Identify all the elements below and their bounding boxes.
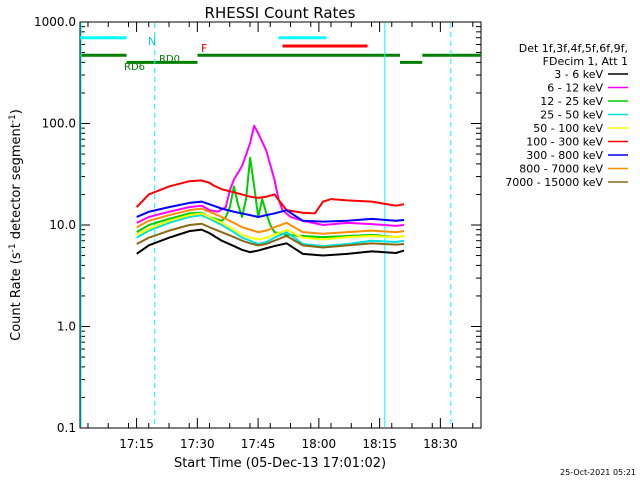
series-group (135, 124, 405, 257)
series-line (136, 124, 405, 227)
y-tick-label: 10.0 (49, 218, 76, 232)
legend-entry-label: 7000 - 15000 keV (505, 176, 603, 189)
footer-date: 25-Oct-2021 05:21 (560, 468, 636, 477)
annotation-rd6: RD6 (124, 62, 145, 73)
y-tick-label: 100.0 (42, 117, 76, 131)
x-tick-label: 17:30 (180, 437, 215, 451)
series-line (136, 222, 405, 249)
annotation-f: F (201, 42, 207, 55)
legend-entry-label: 25 - 50 keV (540, 109, 603, 122)
y-tick-label: 0.1 (57, 421, 76, 435)
series-line (136, 214, 405, 248)
series-line (136, 228, 405, 257)
annotation-n: N (148, 35, 156, 48)
segment-bars (80, 36, 481, 64)
y-tick-label: 1.0 (57, 320, 76, 334)
x-tick-label: 18:30 (423, 437, 458, 451)
chart-title: RHESSI Count Rates (205, 4, 356, 22)
legend-entry-label: 100 - 300 keV (526, 136, 603, 149)
legend-entry-label: 3 - 6 keV (554, 68, 603, 81)
legend-entry-label: 6 - 12 keV (547, 82, 603, 95)
legend-entry-label: 12 - 25 keV (540, 95, 603, 108)
series-line (136, 212, 405, 241)
y-tick-label: 1000.0 (34, 15, 76, 29)
x-tick-label: 18:00 (302, 437, 337, 451)
legend-entry-label: 50 - 100 keV (533, 122, 603, 135)
series-line (135, 179, 405, 215)
x-tick-label: 18:15 (362, 437, 397, 451)
legend-entry-label: 300 - 800 keV (526, 149, 603, 162)
x-tick-label: 17:45 (241, 437, 276, 451)
series-line (136, 200, 405, 223)
legend-entry-label: 800 - 7000 keV (519, 163, 603, 176)
axes: 0.1 1.0 10.0 100.0 1000.0 17:15 17:30 17:45 18:0… (34, 15, 481, 451)
annotation-rd0: RD0 (159, 54, 180, 65)
y-axis-label: Count Rate (s-1 detector segment-1) (8, 109, 24, 341)
x-axis-label: Start Time (05-Dec-13 17:01:02) (174, 456, 386, 471)
legend-header-1: Det 1f,3f,4f,5f,6f,9f, (519, 42, 628, 55)
legend: Det 1f,3f,4f,5f,6f,9f, FDecim 1, Att 1 3… (505, 42, 628, 189)
x-tick-label: 17:15 (119, 437, 154, 451)
legend-header-2: FDecim 1, Att 1 (543, 55, 628, 68)
series-line (136, 207, 405, 235)
